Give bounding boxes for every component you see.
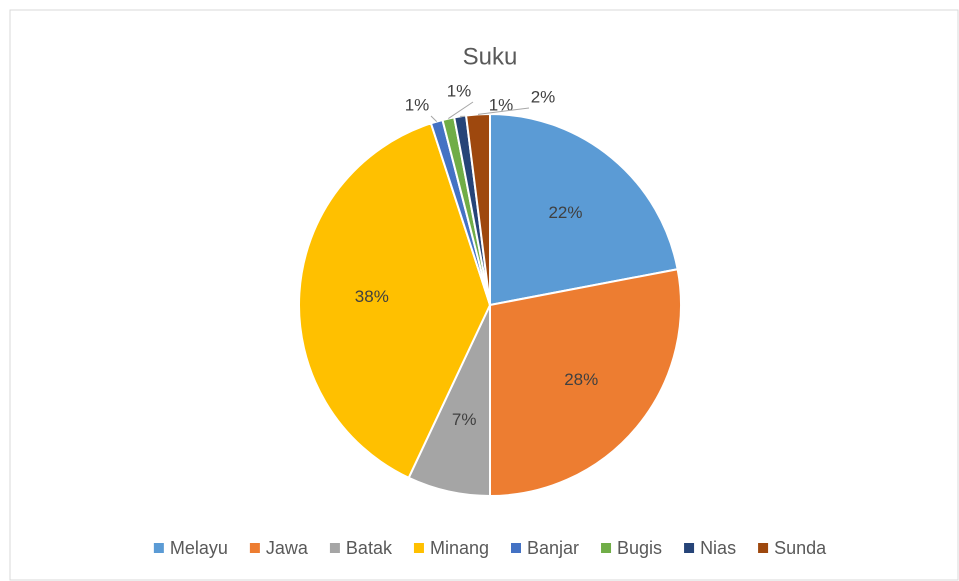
data-label: 22% [548, 203, 582, 222]
legend-label: Melayu [170, 538, 228, 558]
pie-slice [298, 122, 492, 480]
legend-label: Nias [700, 538, 736, 558]
data-label: 2% [531, 87, 556, 106]
legend-swatch [684, 543, 695, 553]
legend-swatch [329, 543, 340, 553]
data-label: 1% [489, 95, 514, 114]
legend-swatch [413, 543, 424, 553]
legend-swatch [601, 543, 612, 553]
legend: Melayu Jawa Batak Minang Banjar Bugis Nias Sund… [153, 538, 827, 558]
legend-swatch [511, 543, 521, 553]
chart-title: Suku [463, 43, 518, 70]
data-label: 28% [564, 370, 598, 389]
leader-line [430, 115, 438, 122]
legend-label: Banjar [527, 538, 579, 558]
legend-swatch [758, 543, 769, 553]
pie: 22% 28% 7% 38% 1% 1% 1% 2% [298, 81, 682, 498]
legend-label: Batak [346, 538, 393, 558]
legend-label: Jawa [266, 538, 309, 558]
leader-line [448, 101, 474, 120]
data-label: 38% [355, 287, 389, 306]
data-label: 1% [447, 81, 472, 100]
pie-slice [489, 112, 679, 307]
legend-label: Minang [430, 538, 489, 558]
legend-swatch [249, 543, 260, 553]
leader-line [477, 107, 530, 115]
data-label: 1% [405, 95, 430, 114]
legend-label: Sunda [774, 538, 827, 558]
pie-slice [464, 112, 491, 306]
data-label: 7% [452, 410, 477, 429]
pie-slice [489, 268, 682, 498]
legend-swatch [153, 543, 164, 553]
legend-label: Bugis [617, 538, 662, 558]
